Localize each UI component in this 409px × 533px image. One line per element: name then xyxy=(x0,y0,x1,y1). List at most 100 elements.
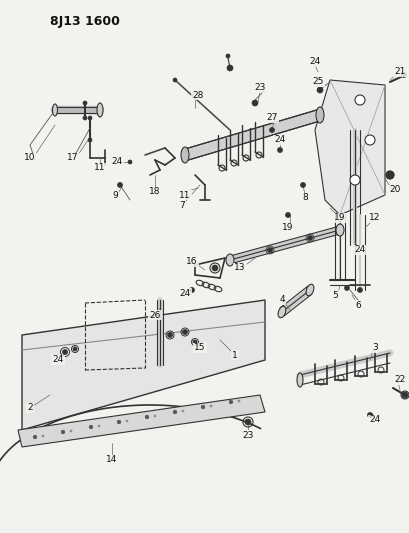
Ellipse shape xyxy=(278,306,286,318)
Text: 8: 8 xyxy=(302,193,308,203)
Ellipse shape xyxy=(316,107,324,123)
Text: 24: 24 xyxy=(309,58,321,67)
Circle shape xyxy=(189,287,195,293)
Text: 22: 22 xyxy=(394,376,406,384)
Circle shape xyxy=(301,182,306,188)
Ellipse shape xyxy=(52,104,58,116)
Polygon shape xyxy=(185,109,320,161)
Circle shape xyxy=(277,148,283,152)
Ellipse shape xyxy=(297,373,303,387)
Circle shape xyxy=(70,430,72,432)
Text: 8J13 1600: 8J13 1600 xyxy=(50,15,120,28)
Text: 11: 11 xyxy=(179,190,191,199)
Text: 9: 9 xyxy=(112,190,118,199)
Text: 19: 19 xyxy=(282,223,294,232)
Text: 19: 19 xyxy=(334,214,346,222)
Circle shape xyxy=(83,101,87,105)
Text: 14: 14 xyxy=(106,456,118,464)
Circle shape xyxy=(365,135,375,145)
Polygon shape xyxy=(22,300,265,430)
Circle shape xyxy=(267,247,272,253)
Text: 15: 15 xyxy=(194,343,206,352)
Polygon shape xyxy=(18,395,265,447)
Text: 3: 3 xyxy=(372,343,378,352)
Circle shape xyxy=(212,265,218,271)
Text: 2: 2 xyxy=(27,403,33,413)
Circle shape xyxy=(145,415,149,419)
Text: 24: 24 xyxy=(111,157,123,166)
Text: 11: 11 xyxy=(94,164,106,173)
Circle shape xyxy=(73,347,77,351)
Ellipse shape xyxy=(336,224,344,236)
Circle shape xyxy=(226,54,230,58)
Circle shape xyxy=(308,236,312,240)
Text: 25: 25 xyxy=(312,77,324,86)
Ellipse shape xyxy=(226,254,234,266)
Circle shape xyxy=(389,174,391,176)
Text: 10: 10 xyxy=(24,154,36,163)
Circle shape xyxy=(83,116,87,120)
Text: 21: 21 xyxy=(394,68,406,77)
Circle shape xyxy=(63,350,67,354)
Polygon shape xyxy=(315,80,385,215)
Circle shape xyxy=(117,182,123,188)
Text: 13: 13 xyxy=(234,263,246,272)
Circle shape xyxy=(173,78,177,82)
Circle shape xyxy=(402,392,408,398)
Circle shape xyxy=(168,333,173,337)
Circle shape xyxy=(42,435,44,437)
Circle shape xyxy=(227,65,233,71)
Text: 23: 23 xyxy=(242,431,254,440)
Circle shape xyxy=(344,286,350,290)
Circle shape xyxy=(368,413,373,417)
Circle shape xyxy=(61,430,65,434)
Text: 18: 18 xyxy=(149,188,161,197)
Text: 1: 1 xyxy=(232,351,238,359)
Text: 12: 12 xyxy=(369,214,381,222)
Circle shape xyxy=(88,116,92,120)
Ellipse shape xyxy=(306,284,314,296)
Text: 16: 16 xyxy=(186,257,198,266)
Text: 24: 24 xyxy=(369,416,381,424)
Circle shape xyxy=(402,72,407,77)
Circle shape xyxy=(201,405,205,409)
Circle shape xyxy=(128,160,132,164)
Circle shape xyxy=(355,95,365,105)
Text: 23: 23 xyxy=(254,84,266,93)
Text: 6: 6 xyxy=(355,301,361,310)
Circle shape xyxy=(229,400,233,404)
Text: 28: 28 xyxy=(192,91,204,100)
Circle shape xyxy=(238,400,240,402)
Circle shape xyxy=(210,405,212,407)
Circle shape xyxy=(270,127,274,133)
Text: 20: 20 xyxy=(389,185,401,195)
Circle shape xyxy=(245,419,251,425)
Text: 26: 26 xyxy=(149,311,161,319)
Circle shape xyxy=(33,435,37,439)
Text: 5: 5 xyxy=(332,290,338,300)
Circle shape xyxy=(117,420,121,424)
Circle shape xyxy=(173,410,177,414)
Circle shape xyxy=(126,420,128,422)
Circle shape xyxy=(98,425,100,427)
Text: 7: 7 xyxy=(179,200,185,209)
Circle shape xyxy=(386,171,394,179)
Ellipse shape xyxy=(97,103,103,117)
Circle shape xyxy=(252,100,258,106)
Circle shape xyxy=(285,213,290,217)
Text: 24: 24 xyxy=(274,135,285,144)
Text: 4: 4 xyxy=(279,295,285,304)
Circle shape xyxy=(89,425,93,429)
Circle shape xyxy=(386,171,394,179)
Text: 27: 27 xyxy=(266,114,278,123)
Circle shape xyxy=(357,287,362,293)
Circle shape xyxy=(182,329,187,335)
Circle shape xyxy=(317,87,323,93)
Text: 24: 24 xyxy=(354,246,366,254)
Text: 24: 24 xyxy=(180,288,191,297)
Circle shape xyxy=(193,340,197,344)
Text: 17: 17 xyxy=(67,154,79,163)
Ellipse shape xyxy=(181,147,189,163)
Circle shape xyxy=(154,415,156,417)
Circle shape xyxy=(182,410,184,412)
